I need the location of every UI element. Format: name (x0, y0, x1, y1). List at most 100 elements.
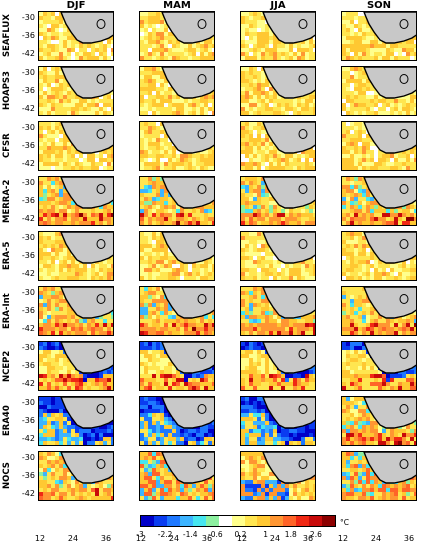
map-panel-era-int-son (341, 286, 417, 336)
y-tick-label: -36 (21, 471, 35, 480)
colorbar-swatch (231, 516, 245, 526)
row-label-merra-2: MERRA-2 (2, 179, 12, 223)
y-tick-label: -36 (21, 31, 35, 40)
y-tick-label: -36 (21, 196, 35, 205)
border-outline (399, 239, 409, 249)
row-label-era-int: ERA-Int (2, 293, 12, 329)
y-tick-label: -30 (21, 178, 35, 187)
map-panel-era40-djf (38, 396, 114, 446)
y-tick-label: -36 (21, 86, 35, 95)
row-label-era40: ERA40 (2, 405, 12, 437)
border-outline (197, 459, 207, 469)
map-panel-era-5-jja (240, 231, 316, 281)
border-outline (96, 129, 106, 139)
y-tick-label: -30 (21, 288, 35, 297)
border-outline (298, 239, 308, 249)
colorbar-tick-label: 1 (263, 530, 269, 539)
border-outline (197, 74, 207, 84)
row-label-cfsr: CFSR (2, 133, 12, 159)
y-tick-label: -36 (21, 141, 35, 150)
colorbar-swatch (153, 516, 167, 526)
border-outline (399, 459, 409, 469)
map-panel-seaflux-son (341, 11, 417, 61)
map-panel-hoaps3-djf (38, 66, 114, 116)
border-outline (96, 239, 106, 249)
y-tick-label: -30 (21, 123, 35, 132)
border-outline (197, 129, 207, 139)
y-tick-label: -42 (21, 269, 35, 278)
colorbar-swatch (270, 516, 284, 526)
colorbar-tick-label: -1.4 (182, 530, 198, 539)
map-panel-seaflux-jja (240, 11, 316, 61)
row-label-hoaps3: HOAPS3 (2, 71, 12, 111)
border-outline (399, 74, 409, 84)
column-title-djf: DJF (66, 0, 86, 11)
y-tick-label: -30 (21, 233, 35, 242)
y-tick-label: -42 (21, 214, 35, 223)
x-tick-label: 24 (168, 534, 180, 543)
map-panel-nocs-mam (139, 451, 215, 501)
border-outline (298, 19, 308, 29)
colorbar-swatch (205, 516, 219, 526)
map-panel-era-int-jja (240, 286, 316, 336)
y-tick-label: -36 (21, 361, 35, 370)
border-outline (96, 184, 106, 194)
border-outline (298, 129, 308, 139)
colorbar-tick-label: 2.6 (309, 530, 322, 539)
colorbar-swatch (244, 516, 258, 526)
x-tick-label: 24 (370, 534, 382, 543)
border-outline (96, 294, 106, 304)
y-tick-label: -30 (21, 398, 35, 407)
x-tick-label: 12 (337, 534, 349, 543)
y-tick-label: -42 (21, 104, 35, 113)
border-outline (96, 459, 106, 469)
border-outline (298, 294, 308, 304)
y-tick-label: -42 (21, 49, 35, 58)
colorbar-swatch (218, 516, 232, 526)
x-tick-label: 24 (269, 534, 281, 543)
border-outline (399, 349, 409, 359)
border-outline (197, 404, 207, 414)
colorbar-tick-label: -3 (136, 530, 144, 539)
map-panel-cfsr-mam (139, 121, 215, 171)
map-panel-cfsr-jja (240, 121, 316, 171)
border-outline (298, 74, 308, 84)
x-tick-label: 36 (403, 534, 415, 543)
map-panel-era-5-djf (38, 231, 114, 281)
colorbar-swatch (283, 516, 297, 526)
y-tick-label: -42 (21, 489, 35, 498)
map-panel-merra-2-son (341, 176, 417, 226)
map-panel-hoaps3-mam (139, 66, 215, 116)
border-outline (96, 74, 106, 84)
map-panel-cfsr-son (341, 121, 417, 171)
colorbar-unit: °C (340, 518, 349, 527)
map-panel-nocs-djf (38, 451, 114, 501)
colorbar-swatch (166, 516, 180, 526)
border-outline (399, 129, 409, 139)
map-panel-era-int-mam (139, 286, 215, 336)
map-panel-era40-son (341, 396, 417, 446)
map-panel-nocs-son (341, 451, 417, 501)
y-tick-label: -30 (21, 343, 35, 352)
map-panel-nocs-jja (240, 451, 316, 501)
map-panel-cfsr-djf (38, 121, 114, 171)
x-tick-label: 12 (34, 534, 46, 543)
map-panel-ncep2-mam (139, 341, 215, 391)
map-panel-merra-2-djf (38, 176, 114, 226)
map-panel-era40-jja (240, 396, 316, 446)
y-tick-label: -36 (21, 251, 35, 260)
colorbar (140, 515, 336, 527)
map-panel-hoaps3-son (341, 66, 417, 116)
column-title-jja: JJA (270, 0, 286, 11)
row-label-nocs: NOCS (2, 462, 12, 490)
map-panel-merra-2-mam (139, 176, 215, 226)
border-outline (399, 184, 409, 194)
border-outline (197, 184, 207, 194)
x-tick-label: 36 (302, 534, 314, 543)
colorbar-tick-label: -2.2 (157, 530, 173, 539)
colorbar-tick-label: 1.8 (284, 530, 297, 539)
x-tick-label: 12 (135, 534, 147, 543)
map-panel-ncep2-son (341, 341, 417, 391)
colorbar-swatch (141, 516, 154, 526)
colorbar-swatch (257, 516, 271, 526)
